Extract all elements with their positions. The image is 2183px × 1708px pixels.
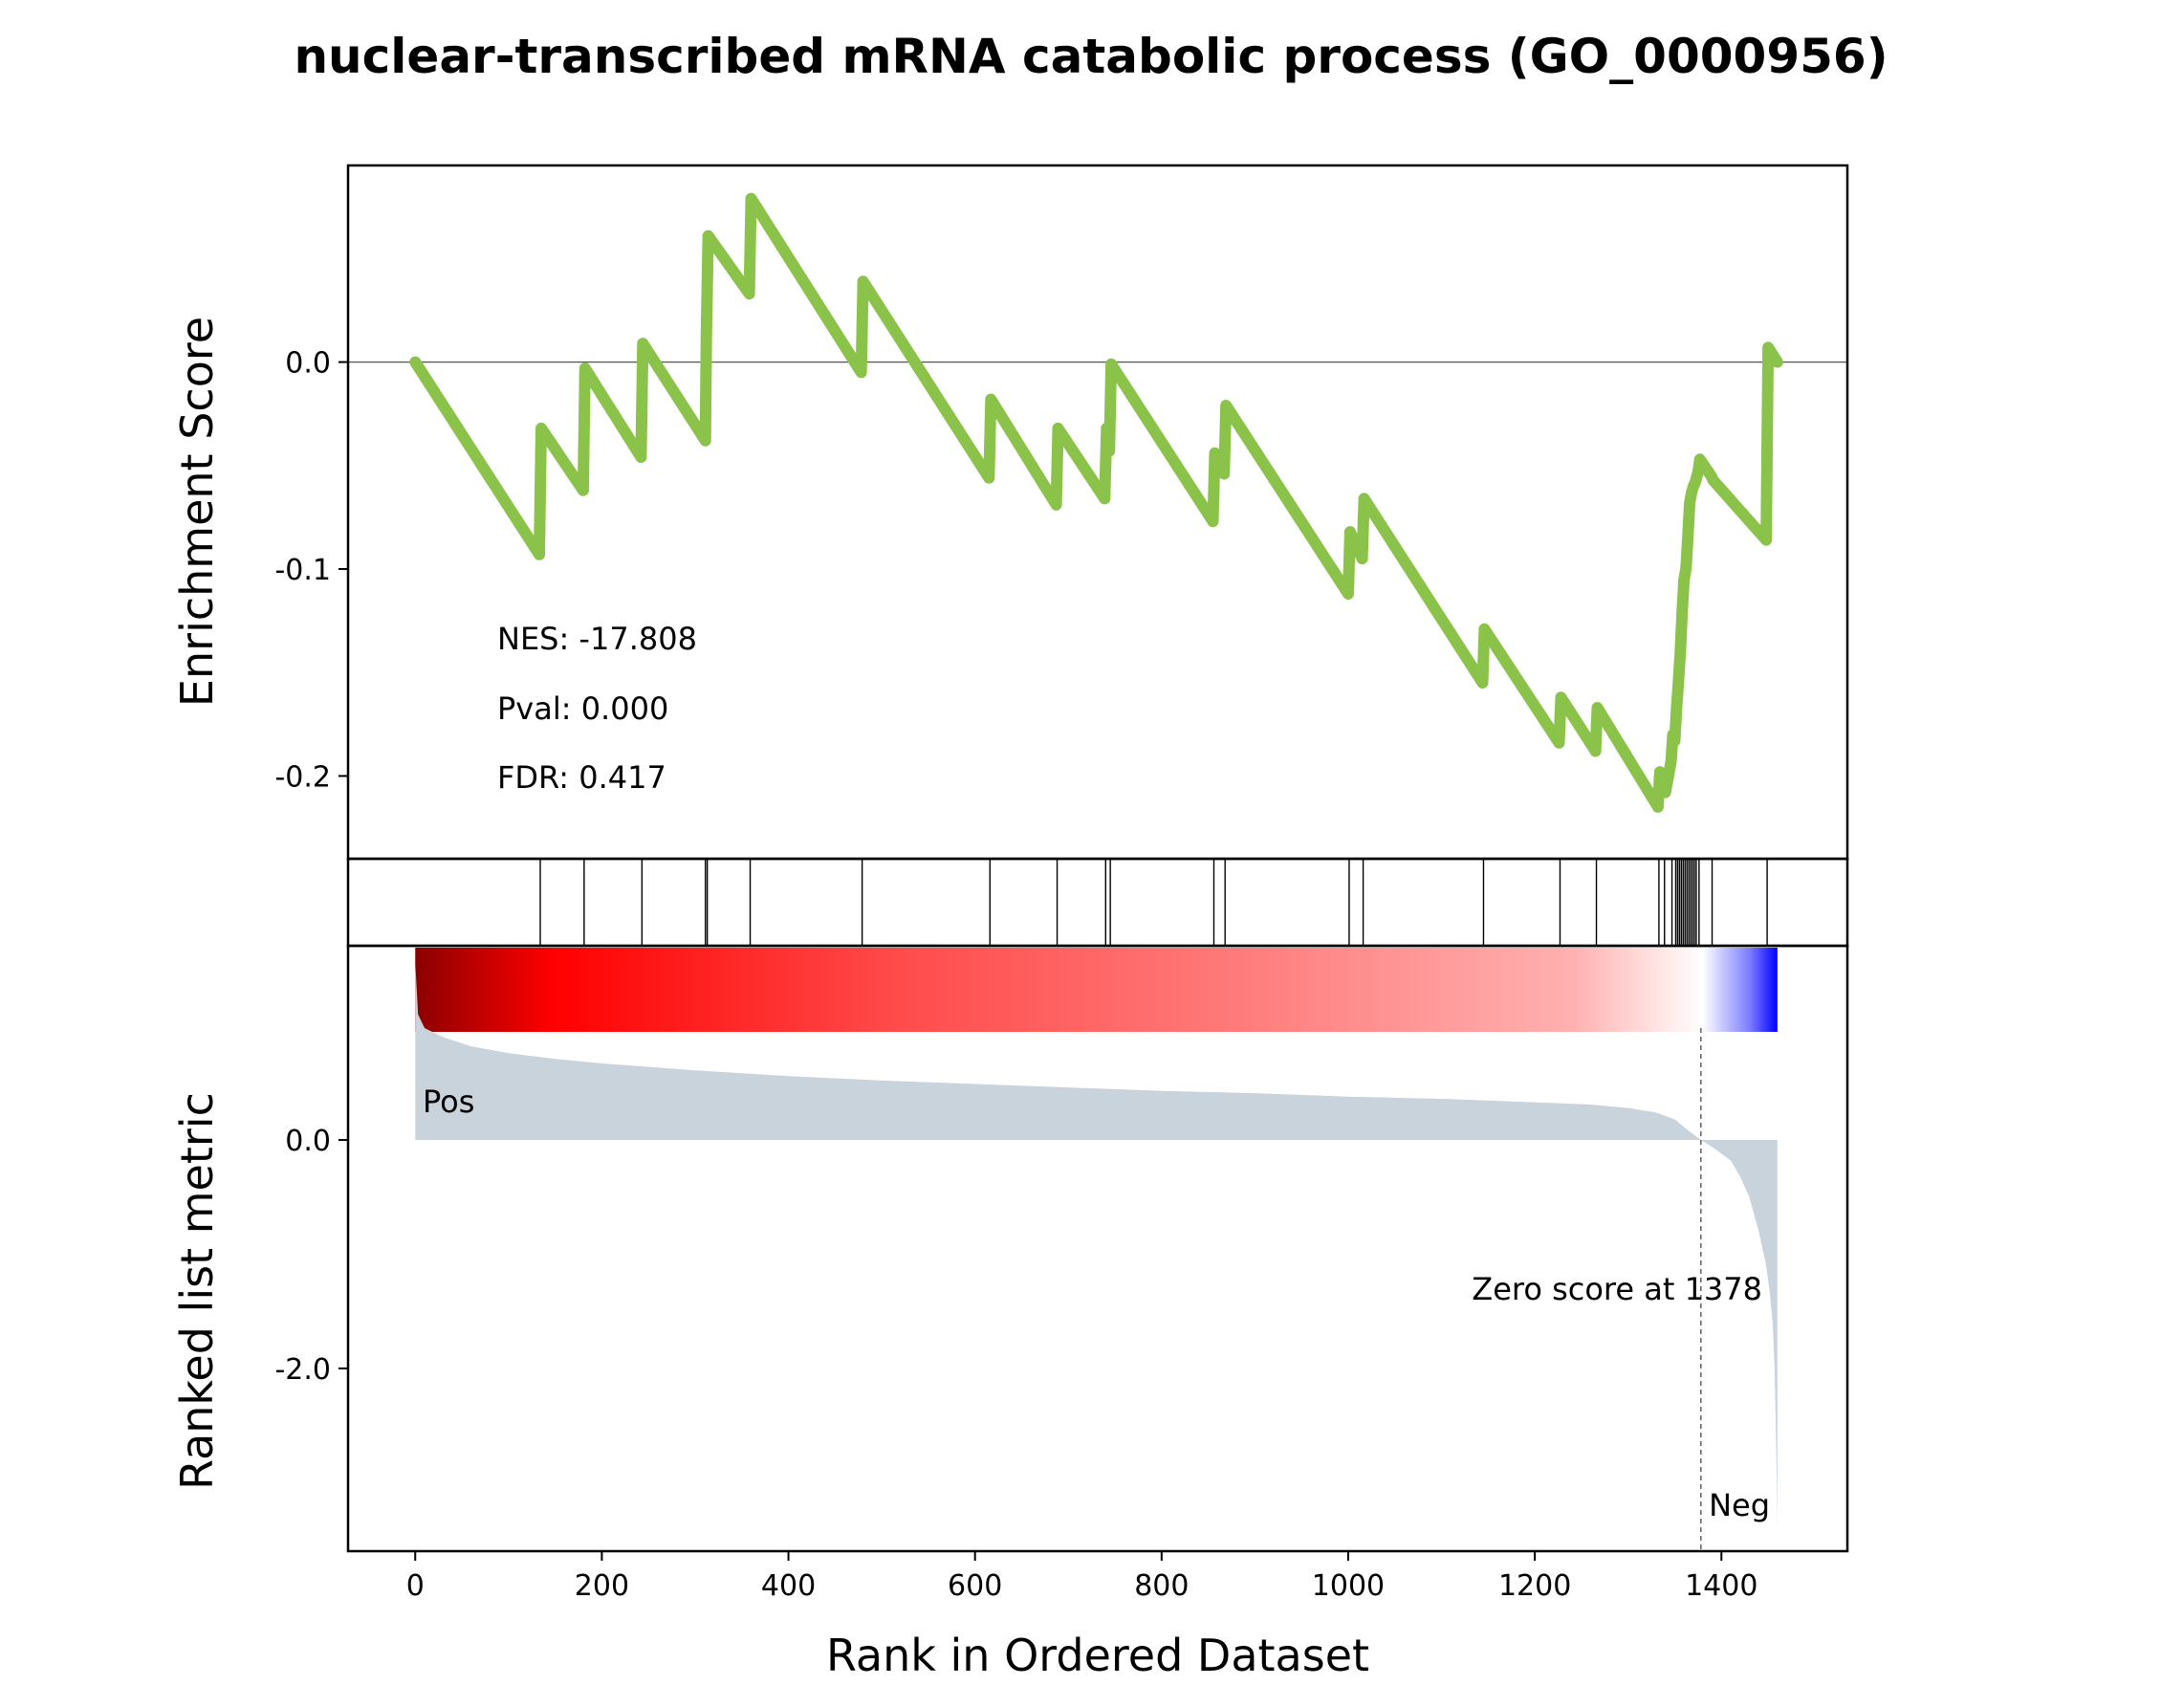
metric-x-tick-label: 200 [575, 1569, 629, 1603]
zero-score-label: Zero score at 1378 [1472, 1271, 1762, 1307]
es-y-ticks: 0.0 -0.1 -0.2 [274, 347, 348, 794]
enrichment-panel: 0.0 -0.1 -0.2 Enrichment Score NES: -17.80… [171, 164, 1849, 861]
ranked-metric-panel: 0.0 -2.0 0 200 400 600 800 1000 1200 1400 Pos Ne… [171, 944, 1849, 1681]
ranked-panel-frame [346, 944, 1849, 1553]
metric-x-tick-label: 0 [406, 1569, 425, 1603]
enrichment-score-line [409, 192, 1783, 813]
neg-label: Neg [1709, 1487, 1770, 1523]
metric-x-tick-label: 1200 [1498, 1569, 1571, 1603]
chart-title: nuclear-transcribed mRNA catabolic proce… [294, 29, 1888, 84]
metric-x-tick-label: 800 [1134, 1569, 1189, 1603]
metric-x-tick-label: 600 [948, 1569, 1002, 1603]
fdr-annotation: FDR: 0.417 [497, 759, 666, 796]
metric-x-tick-label: 1000 [1312, 1569, 1385, 1603]
es-ylabel: Enrichment Score [171, 317, 223, 707]
pval-annotation: Pval: 0.000 [497, 690, 668, 727]
hits-panel [346, 857, 1849, 948]
nes-annotation: NES: -17.808 [497, 621, 697, 657]
es-y-tick-label: -0.1 [274, 554, 331, 587]
metric-y-tick-label: -2.0 [274, 1353, 331, 1387]
es-y-tick-label: 0.0 [285, 347, 331, 381]
rank-colorbar [415, 948, 1778, 1032]
hits-panel-frame [346, 857, 1849, 948]
ranked-metric-area [415, 962, 1778, 1529]
metric-ylabel: Ranked list metric [171, 1092, 223, 1490]
es-y-tick-label: -0.2 [274, 760, 331, 794]
metric-x-tick-label: 1400 [1685, 1569, 1757, 1603]
metric-x-ticks: 0 200 400 600 800 1000 1200 1400 [406, 1551, 1757, 1603]
metric-y-tick-label: 0.0 [285, 1125, 331, 1158]
pos-label: Pos [423, 1084, 474, 1120]
metric-x-tick-label: 400 [761, 1569, 816, 1603]
metric-xlabel: Rank in Ordered Dataset [826, 1630, 1369, 1681]
metric-y-ticks: 0.0 -2.0 [274, 1125, 348, 1387]
